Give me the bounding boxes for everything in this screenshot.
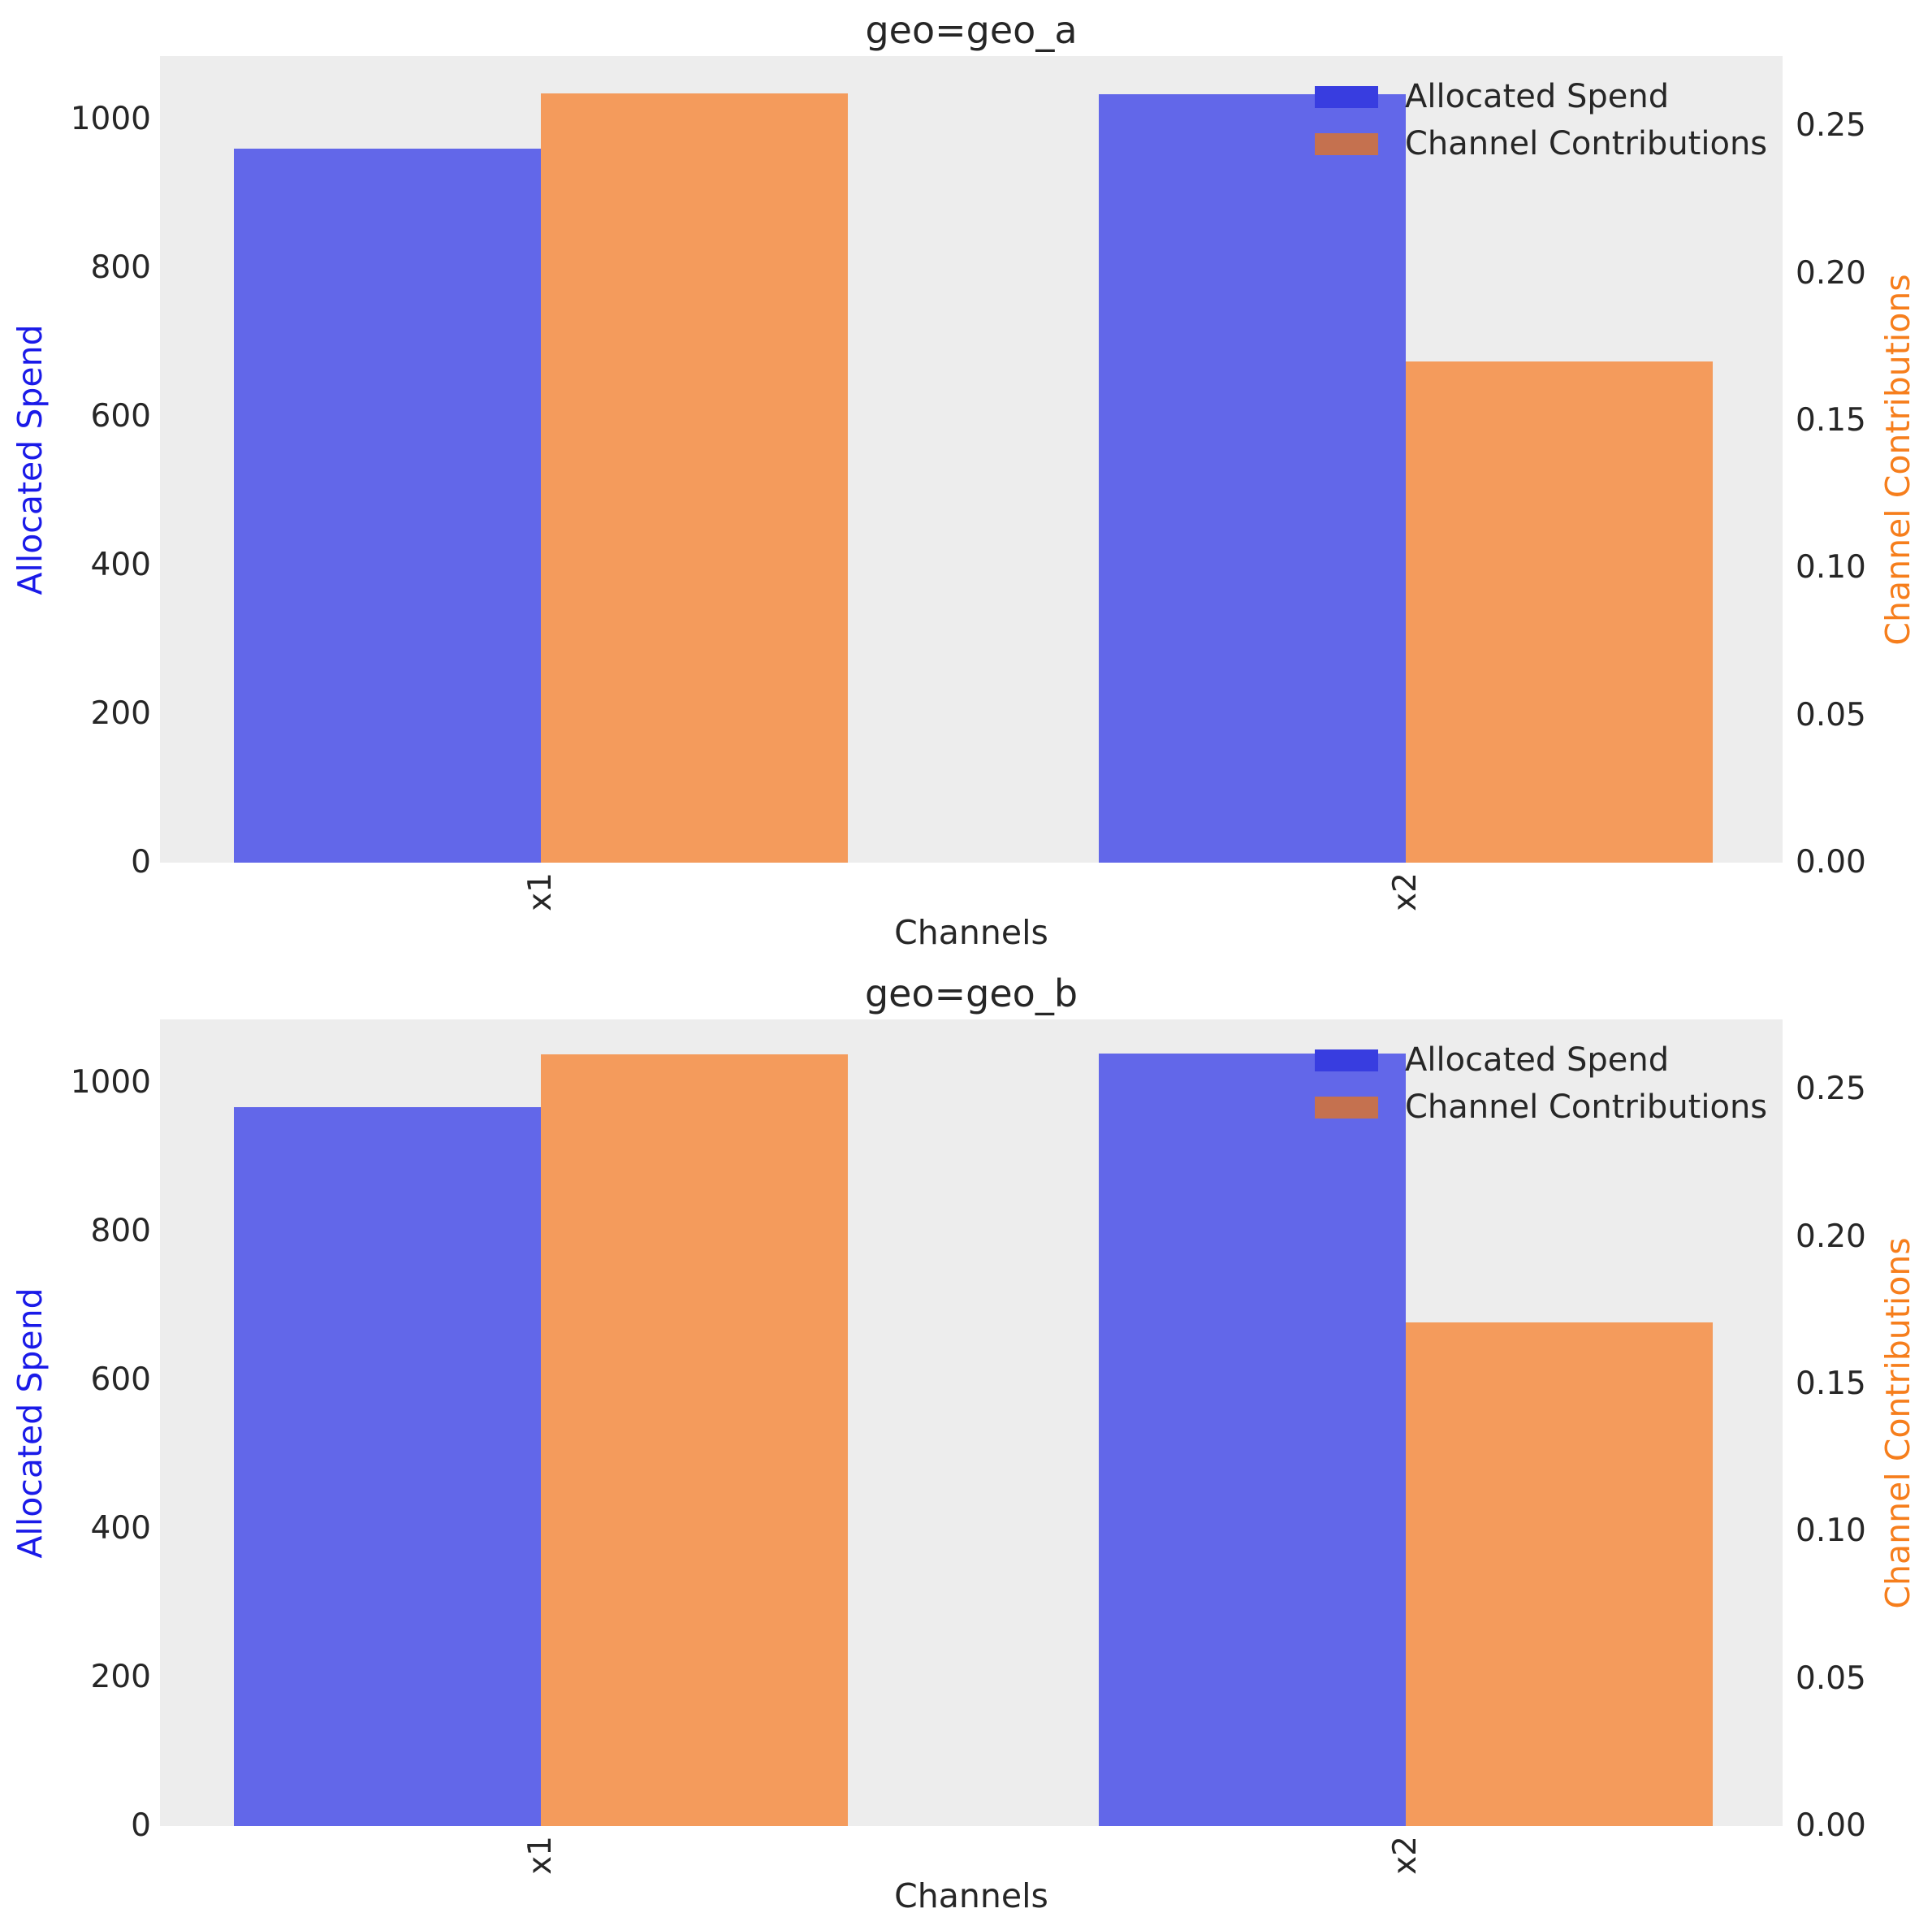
bar-allocated-spend-x1: [234, 1107, 541, 1826]
right-y-tick-0.15: 0.15: [1796, 401, 1866, 439]
plot-area: [160, 56, 1783, 863]
bar-channel-contributions-x1: [541, 1054, 848, 1826]
x-tick-x2: x2: [1387, 1836, 1424, 1875]
bar-allocated-spend-x2: [1099, 93, 1406, 863]
legend-swatch-allocated-spend: [1315, 1049, 1378, 1071]
legend-label-channel-contributions: Channel Contributions: [1405, 1088, 1768, 1126]
x-tick-x2: x2: [1387, 872, 1424, 911]
x-tick-x1: x1: [522, 1836, 559, 1875]
right-y-tick-0.00: 0.00: [1796, 1807, 1866, 1844]
right-y-tick-0.20: 0.20: [1796, 1218, 1866, 1255]
right-y-tick-0.10: 0.10: [1796, 549, 1866, 586]
left-y-tick-1000: 1000: [70, 100, 151, 137]
chart-title: geo=geo_a: [865, 8, 1078, 52]
bar-channel-contributions-x1: [541, 93, 848, 863]
left-y-tick-800: 800: [90, 1212, 151, 1249]
right-y-tick-0.15: 0.15: [1796, 1365, 1866, 1402]
right-y-tick-0.00: 0.00: [1796, 844, 1866, 881]
right-y-axis-label: Channel Contributions: [1878, 1236, 1917, 1609]
chart-geo-geo-b: geo=geo_b Allocated Spend Channel Contri…: [0, 963, 1932, 1927]
left-y-tick-800: 800: [90, 249, 151, 286]
left-y-tick-200: 200: [90, 1658, 151, 1695]
legend-swatch-allocated-spend: [1315, 85, 1378, 108]
bar-channel-contributions-x2: [1406, 1322, 1713, 1826]
left-y-tick-200: 200: [90, 695, 151, 732]
left-y-tick-0: 0: [131, 1807, 151, 1844]
right-y-tick-0.05: 0.05: [1796, 1660, 1866, 1697]
left-y-tick-400: 400: [90, 546, 151, 583]
plot-area: [160, 1019, 1783, 1826]
chart-title: geo=geo_b: [864, 971, 1078, 1015]
x-axis-label: Channels: [894, 1876, 1048, 1915]
chart-geo-geo-a: geo=geo_a Allocated Spend Channel Contri…: [0, 0, 1932, 963]
left-y-tick-400: 400: [90, 1509, 151, 1547]
legend-label-channel-contributions: Channel Contributions: [1405, 125, 1768, 162]
bar-channel-contributions-x2: [1406, 361, 1713, 863]
left-y-tick-1000: 1000: [70, 1063, 151, 1101]
bar-allocated-spend-x2: [1099, 1054, 1406, 1826]
right-y-tick-0.25: 0.25: [1796, 1071, 1866, 1108]
right-y-tick-0.25: 0.25: [1796, 107, 1866, 145]
left-y-tick-600: 600: [90, 1361, 151, 1398]
right-y-tick-0.05: 0.05: [1796, 696, 1866, 733]
legend-swatch-channel-contributions: [1315, 1096, 1378, 1119]
left-y-tick-0: 0: [131, 844, 151, 881]
x-tick-x1: x1: [522, 872, 559, 911]
left-y-tick-600: 600: [90, 397, 151, 435]
legend-label-allocated-spend: Allocated Spend: [1405, 1041, 1670, 1079]
right-y-tick-0.10: 0.10: [1796, 1512, 1866, 1550]
bar-allocated-spend-x1: [234, 149, 541, 863]
legend-label-allocated-spend: Allocated Spend: [1405, 78, 1670, 115]
legend-swatch-channel-contributions: [1315, 132, 1378, 155]
right-y-axis-label: Channel Contributions: [1878, 273, 1917, 646]
right-y-tick-0.20: 0.20: [1796, 254, 1866, 292]
x-axis-label: Channels: [894, 913, 1048, 952]
